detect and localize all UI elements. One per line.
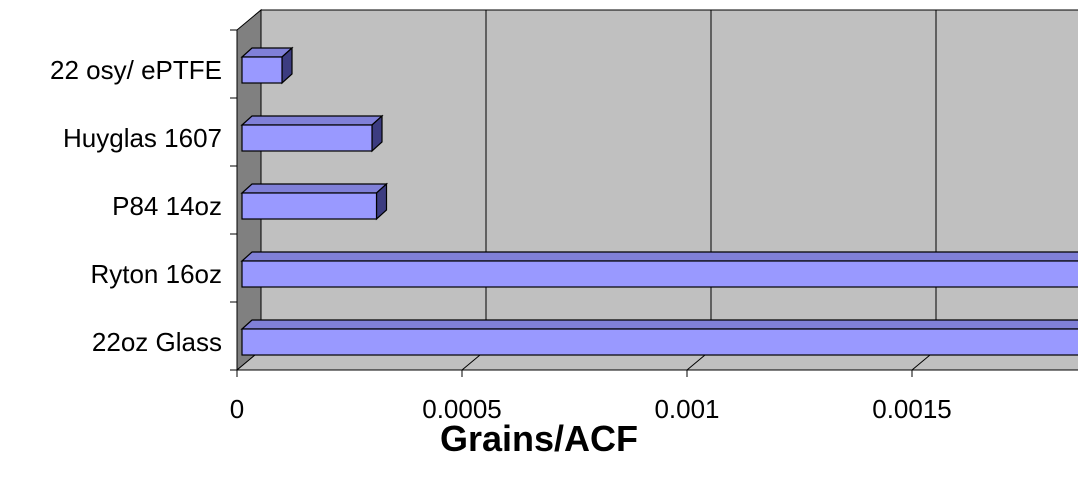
y-tick-label: Huyglas 1607 [63, 123, 222, 153]
y-tick-label: 22oz Glass [92, 327, 222, 357]
bar-top-22oz-glass [240, 319, 1078, 330]
x-tick-label: 0 [230, 394, 244, 424]
bar-ryton-16oz [241, 260, 1078, 288]
bar-top-p84-14oz [240, 183, 389, 194]
y-tick-label: 22 osy/ ePTFE [50, 55, 222, 85]
bar-22-osy-eptfe [241, 56, 283, 84]
bar-top-huyglas-1607 [240, 115, 384, 126]
bar-top-ryton-16oz [240, 251, 1078, 262]
y-tick-label: Ryton 16oz [90, 259, 222, 289]
bar-p84-14oz [241, 192, 378, 220]
x-axis-label: Grains/ACF [439, 418, 639, 459]
bar-huyglas-1607 [241, 124, 373, 152]
bar-22oz-glass [241, 328, 1078, 356]
x-tick-label: 0.001 [654, 394, 719, 424]
back-wall [260, 9, 1078, 351]
x-tick-label: 0.0005 [422, 394, 502, 424]
x-tick-label: 0.0015 [872, 394, 952, 424]
y-tick-label: P84 14oz [112, 191, 222, 221]
